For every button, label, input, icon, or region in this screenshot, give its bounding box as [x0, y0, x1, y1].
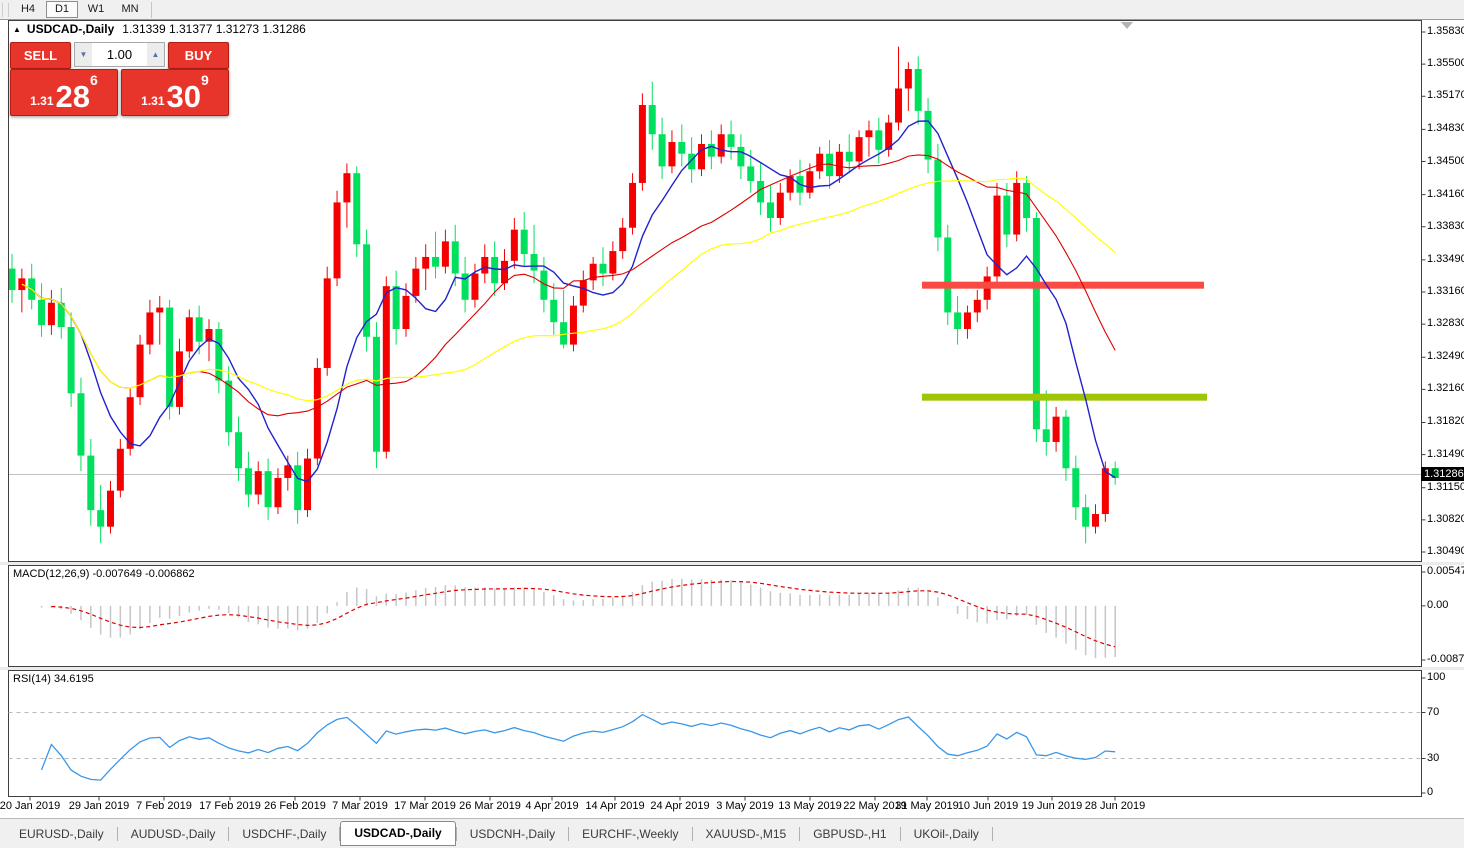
macd-signal-line	[51, 580, 1116, 648]
buy-price-big: 30	[166, 79, 202, 114]
price-tick-label: 1.34830	[1427, 122, 1464, 135]
sell-button[interactable]: SELL	[10, 42, 71, 69]
symbol-tabbar: EURUSD-,Daily AUDUSD-,Daily USDCHF-,Daily U…	[0, 818, 1464, 848]
buy-price-sup: 9	[201, 72, 209, 88]
date-tick-label: 24 Apr 2019	[650, 800, 710, 812]
tab-ukoil-daily[interactable]: UKOil-,Daily	[913, 826, 979, 841]
ma-mid	[21, 154, 1116, 417]
buy-price-display[interactable]: 1.31 30 9	[121, 69, 229, 116]
buy-price-small: 1.31	[141, 94, 165, 108]
date-tick-label: 13 May 2019	[778, 800, 842, 812]
price-tick-label: 1.31490	[1427, 447, 1464, 460]
tab-separator	[991, 826, 993, 841]
tab-separator	[339, 826, 341, 841]
sell-price-sup: 6	[90, 72, 98, 88]
tab-gbpusd-h1[interactable]: GBPUSD-,H1	[813, 826, 887, 841]
timeframe-buttons: H4 D1 W1 MN	[11, 1, 147, 18]
chart-ohlc-values: 1.31339 1.31377 1.31273 1.31286	[122, 22, 306, 36]
toolbar-grip	[2, 2, 9, 17]
date-tick-label: 22 May 2019	[843, 800, 907, 812]
date-tick-label: 17 Feb 2019	[199, 800, 261, 812]
timeframe-button-d1[interactable]: D1	[46, 1, 78, 18]
timeframe-button-w1[interactable]: W1	[87, 3, 105, 15]
price-tick-label: 1.34500	[1427, 154, 1464, 167]
sell-price-display[interactable]: 1.31 28 6	[10, 69, 118, 116]
sell-price-big: 28	[55, 79, 91, 114]
macd-tick-label: 0.005474	[1427, 565, 1464, 577]
price-tick-label: 1.35170	[1427, 89, 1464, 102]
volume-up-icon[interactable]: ▲	[147, 43, 164, 66]
date-tick-label: 31 May 2019	[895, 800, 959, 812]
date-tick-label: 26 Mar 2019	[459, 800, 521, 812]
date-tick-label: 17 Mar 2019	[394, 800, 456, 812]
timeframe-button-h4[interactable]: H4	[20, 3, 36, 15]
chart-title: ▲ USDCAD-,Daily 1.31339 1.31377 1.31273 …	[13, 22, 306, 36]
rsi-line	[40, 713, 1116, 781]
date-tick-label: 19 Jun 2019	[1021, 800, 1083, 812]
tab-usdcad-daily[interactable]: USDCAD-,Daily	[340, 821, 456, 846]
rsi-tick-label: 30	[1427, 751, 1440, 764]
price-tick-label: 1.32160	[1427, 382, 1464, 395]
date-tick-label: 4 Apr 2019	[525, 800, 579, 812]
price-tick-label: 1.32830	[1427, 317, 1464, 330]
chart-symbol-label: USDCAD-,Daily	[26, 22, 115, 36]
price-tick-label: 1.33830	[1427, 219, 1464, 232]
toolbar-separator	[151, 1, 152, 18]
tab-separator	[691, 826, 693, 841]
tab-separator	[455, 826, 457, 841]
date-tick-label: 29 Jan 2019	[68, 800, 130, 812]
date-tick-label: 28 Jun 2019	[1084, 800, 1146, 812]
rsi-label: RSI(14) 34.6195	[13, 673, 94, 685]
ma-slow	[21, 177, 1116, 402]
price-tick-label: 1.31150	[1427, 480, 1464, 493]
buy-button[interactable]: BUY	[168, 42, 229, 69]
tab-eurchf-weekly[interactable]: EURCHF-,Weekly	[582, 826, 679, 841]
price-tick-label: 1.35830	[1427, 25, 1464, 37]
volume-stepper: ▼ ▲	[74, 42, 165, 67]
rsi-tick-label: 100	[1427, 671, 1446, 683]
date-tick-label: 3 May 2019	[716, 800, 774, 812]
scroll-to-end-icon[interactable]	[1121, 22, 1133, 29]
tab-usdchf-daily[interactable]: USDCHF-,Daily	[242, 826, 327, 841]
macd-label: MACD(12,26,9) -0.007649 -0.006862	[13, 568, 195, 580]
resistance-line	[922, 281, 1204, 289]
price-tick-label: 1.30820	[1427, 512, 1464, 525]
tab-separator	[116, 826, 118, 841]
timeframe-button-mn[interactable]: MN	[121, 3, 139, 15]
tab-separator	[799, 826, 801, 841]
macd-tick-label: -0.008752	[1427, 653, 1464, 665]
timeframe-toolbar: H4 D1 W1 MN	[0, 0, 1464, 20]
tab-eurusd-daily[interactable]: EURUSD-,Daily	[19, 826, 104, 841]
rsi-tick-label: 70	[1427, 705, 1440, 718]
volume-down-icon[interactable]: ▼	[75, 43, 92, 66]
date-tick-label: 14 Apr 2019	[585, 800, 645, 812]
tab-audusd-daily[interactable]: AUDUSD-,Daily	[130, 826, 216, 841]
price-tick-label: 1.31820	[1427, 415, 1464, 428]
macd-tick-label: 0.00	[1427, 598, 1449, 611]
tab-xauusd-m15[interactable]: XAUUSD-,M15	[705, 826, 787, 841]
tab-separator	[899, 826, 901, 841]
price-tick-label: 1.33160	[1427, 285, 1464, 297]
rsi-tick-label: 0	[1427, 786, 1434, 798]
price-tick-label: 1.33490	[1427, 252, 1464, 265]
price-tick-label: 1.35500	[1427, 57, 1464, 70]
tab-separator	[568, 826, 570, 841]
tab-separator	[228, 826, 230, 841]
one-click-trade-panel: SELL ▼ ▲ BUY 1.31 28 6 1.31 30 9	[10, 42, 229, 116]
collapse-arrow-icon[interactable]: ▲	[13, 24, 21, 34]
sell-price-small: 1.31	[30, 94, 54, 108]
tab-usdcnh-daily[interactable]: USDCNH-,Daily	[469, 826, 556, 841]
price-tick-label: 1.32490	[1427, 350, 1464, 363]
support-line	[922, 393, 1207, 401]
current-price-badge: 1.31286	[1421, 467, 1464, 481]
date-tick-label: 7 Mar 2019	[332, 800, 388, 812]
date-tick-label: 20 Jan 2019	[0, 800, 61, 812]
date-tick-label: 10 Jun 2019	[957, 800, 1019, 812]
price-tick-label: 1.34160	[1427, 187, 1464, 200]
price-tick-label: 1.30490	[1427, 545, 1464, 557]
volume-input[interactable]	[92, 43, 147, 66]
date-tick-label: 26 Feb 2019	[264, 800, 326, 812]
date-tick-label: 7 Feb 2019	[136, 800, 192, 812]
